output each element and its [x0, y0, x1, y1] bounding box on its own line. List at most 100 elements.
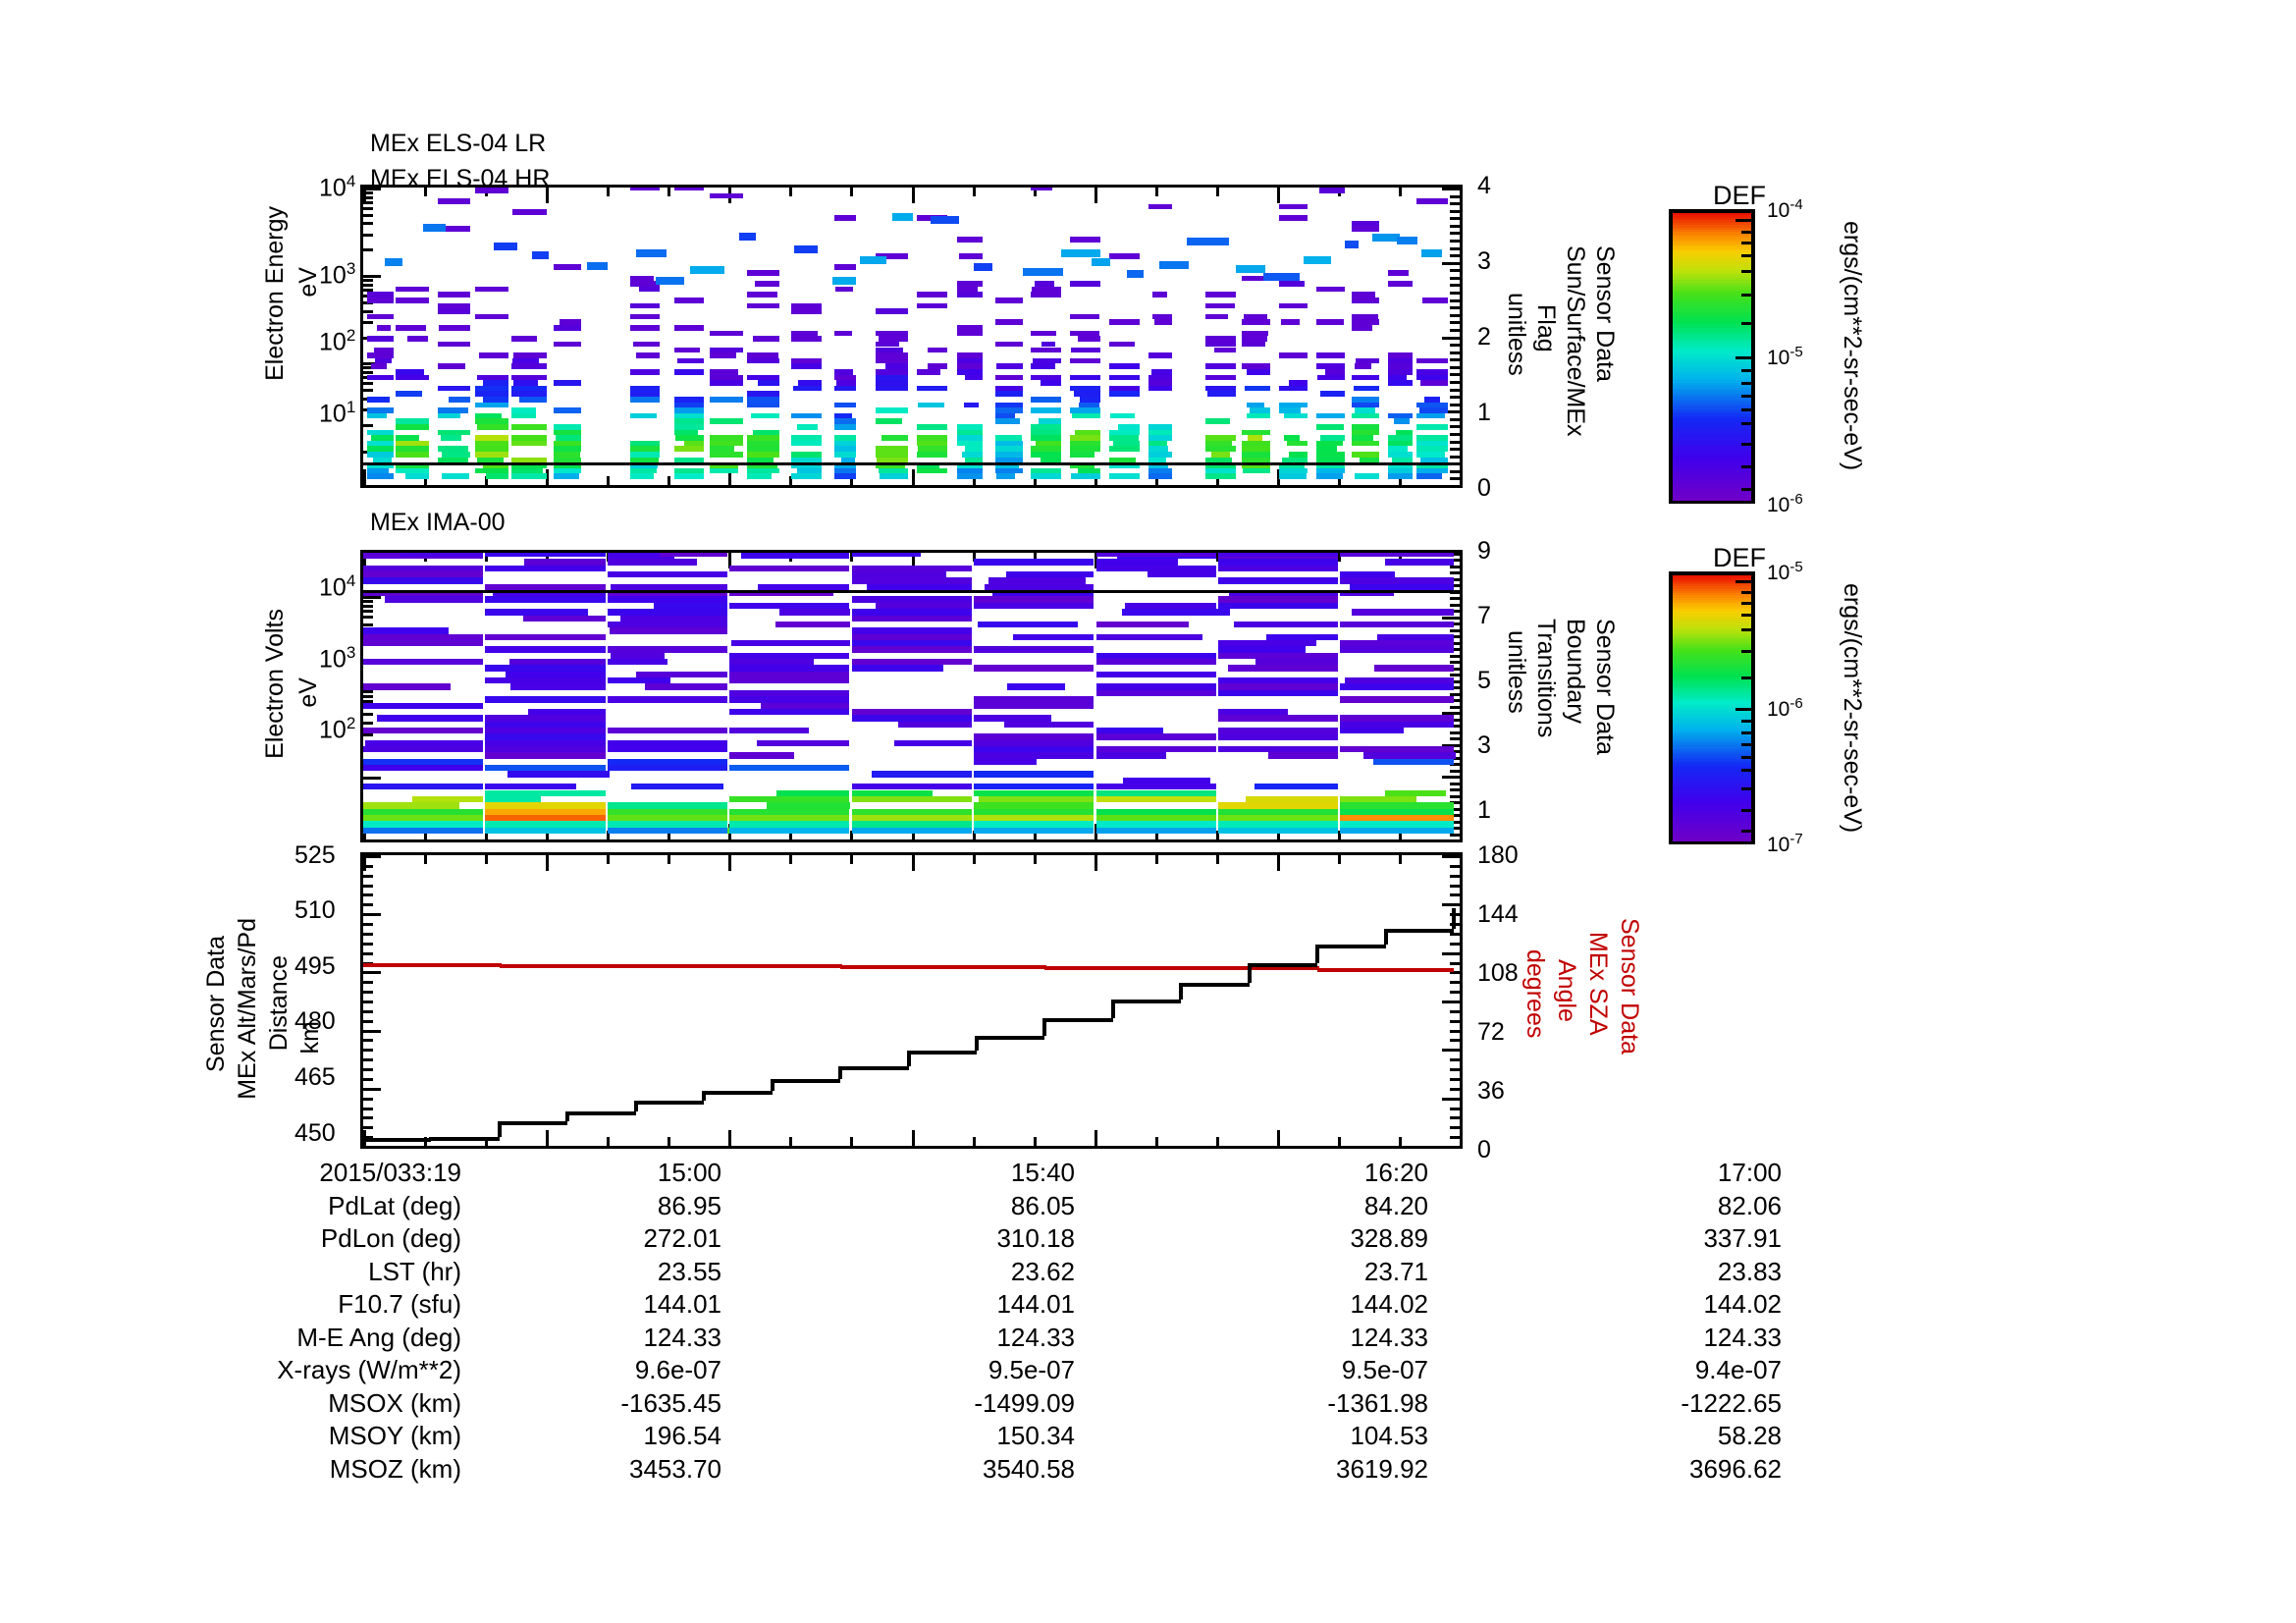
- spectrogram-cell: [1095, 727, 1163, 734]
- spectrogram-cell: [1376, 633, 1454, 640]
- panel1-electron-energy-spectrogram[interactable]: [360, 185, 1463, 488]
- spectrogram-cell: [756, 739, 850, 746]
- spectrogram-cell: [1118, 423, 1141, 430]
- spectrogram-cell: [363, 758, 484, 766]
- spectrogram-cell: [833, 440, 857, 447]
- spectrogram-cell: [851, 615, 972, 622]
- spectrogram-cell: [1388, 380, 1413, 386]
- spectrogram-cell: [673, 429, 698, 436]
- sza-line: [567, 963, 636, 968]
- info-cell: -1222.65: [1681, 1387, 1782, 1418]
- colorbar-band: [1673, 461, 1751, 465]
- colorbar-band: [1673, 754, 1751, 758]
- colorbar-band: [1673, 747, 1751, 751]
- colorbar-band: [1673, 586, 1751, 590]
- info-cell: 3619.92: [1336, 1453, 1428, 1484]
- colorbar-band: [1673, 289, 1751, 294]
- spectrogram-cell: [485, 802, 606, 809]
- spectrogram-cell: [833, 385, 857, 392]
- spectrogram-cell: [729, 652, 850, 660]
- altitude-line-riser: [1383, 929, 1388, 945]
- ytick-left: [363, 1107, 373, 1110]
- colorbar-band: [1673, 465, 1751, 470]
- colorbar-band: [1673, 838, 1751, 841]
- spectrogram-cell-bright: [1340, 808, 1454, 815]
- colorbar-band: [1673, 712, 1751, 716]
- spectrogram-cell: [833, 402, 857, 408]
- colorbar-band: [1673, 485, 1751, 489]
- colorbar-band: [1673, 356, 1751, 360]
- spectrogram-cell: [1148, 352, 1173, 358]
- colorbar-band: [1673, 375, 1751, 379]
- spectrogram-cell: [677, 357, 704, 364]
- spectrogram-cell: [475, 412, 502, 419]
- spectrogram-cell-bright: [363, 821, 484, 828]
- spectrogram-cell: [957, 467, 984, 474]
- ytick-right: [1442, 1097, 1460, 1101]
- xtick: [728, 1130, 732, 1146]
- spectrogram-cell: [710, 440, 743, 447]
- spectrogram-cell: [511, 435, 547, 441]
- spectrogram-cell: [554, 446, 582, 452]
- xtick: [1337, 831, 1341, 839]
- colorbar-band: [1673, 699, 1751, 703]
- spectrogram-cell: [1108, 429, 1141, 436]
- spectrogram-cell-highenergy: [1159, 260, 1190, 269]
- colorbar-band: [1673, 287, 1751, 291]
- xtick: [1033, 188, 1037, 196]
- spectrogram-cell: [1242, 462, 1271, 468]
- spectrogram-cell: [554, 473, 580, 479]
- spectrogram-cell: [607, 758, 728, 766]
- spectrogram-cell: [554, 341, 582, 348]
- spectrogram-cell: [964, 374, 984, 381]
- spectrogram-cell-highenergy: [1061, 249, 1101, 258]
- xtick: [1398, 855, 1402, 864]
- ytick-right: [1450, 1087, 1460, 1091]
- spectrogram-cell: [740, 553, 850, 560]
- panel3-altitude-sza-plot[interactable]: [360, 852, 1463, 1149]
- colorbar-band: [1673, 798, 1751, 802]
- spectrogram-cell: [1350, 583, 1454, 591]
- xtick: [667, 855, 671, 864]
- spectrogram-cell: [1316, 352, 1345, 358]
- colorbar-band: [1673, 285, 1751, 289]
- spectrogram-cell: [644, 683, 728, 690]
- ytick-left: [363, 1146, 381, 1149]
- xtick: [911, 1130, 915, 1146]
- colorbar-band: [1673, 230, 1751, 234]
- spectrogram-cell: [509, 683, 606, 690]
- ytick-right: [1450, 667, 1460, 671]
- spectrogram-cell: [440, 435, 462, 441]
- colorbar-band: [1673, 408, 1751, 412]
- panel2-left-axis-title-line1: Electron Volts: [261, 609, 289, 759]
- xtick: [850, 476, 854, 485]
- spectrogram-cell: [1095, 633, 1203, 640]
- spectrogram-cell: [1070, 407, 1101, 413]
- spectrogram-cell: [511, 363, 547, 369]
- spectrogram-cell: [851, 609, 972, 616]
- xtick: [1398, 188, 1402, 196]
- colorbar-tick: [1741, 720, 1751, 724]
- spectrogram-cell: [1279, 203, 1308, 210]
- spectrogram-cell: [673, 396, 704, 403]
- panel1-left-axis-title-line1: Electron Energy: [261, 206, 289, 381]
- colorbar-band: [1673, 320, 1751, 324]
- colorbar-band: [1673, 217, 1751, 222]
- colorbar-band: [1673, 723, 1751, 727]
- spectrogram-cell: [790, 336, 822, 342]
- xtick: [485, 855, 489, 864]
- spectrogram-cell: [917, 292, 948, 298]
- ytick-left: [363, 903, 373, 907]
- panel2-ima-spectrogram[interactable]: [360, 550, 1463, 842]
- ytick-right: [1450, 874, 1460, 878]
- colorbar-band: [1673, 237, 1751, 241]
- colorbar-band: [1673, 659, 1751, 663]
- ytick-right: [1442, 743, 1460, 747]
- spectrogram-cell: [710, 446, 734, 452]
- xtick: [1215, 1137, 1219, 1146]
- colorbar-band: [1673, 258, 1751, 262]
- spectrogram-cell: [363, 577, 484, 584]
- spectrogram-cell-bright: [1095, 821, 1216, 828]
- ytick-right: [1450, 942, 1460, 946]
- spectrogram-cell: [1286, 440, 1308, 447]
